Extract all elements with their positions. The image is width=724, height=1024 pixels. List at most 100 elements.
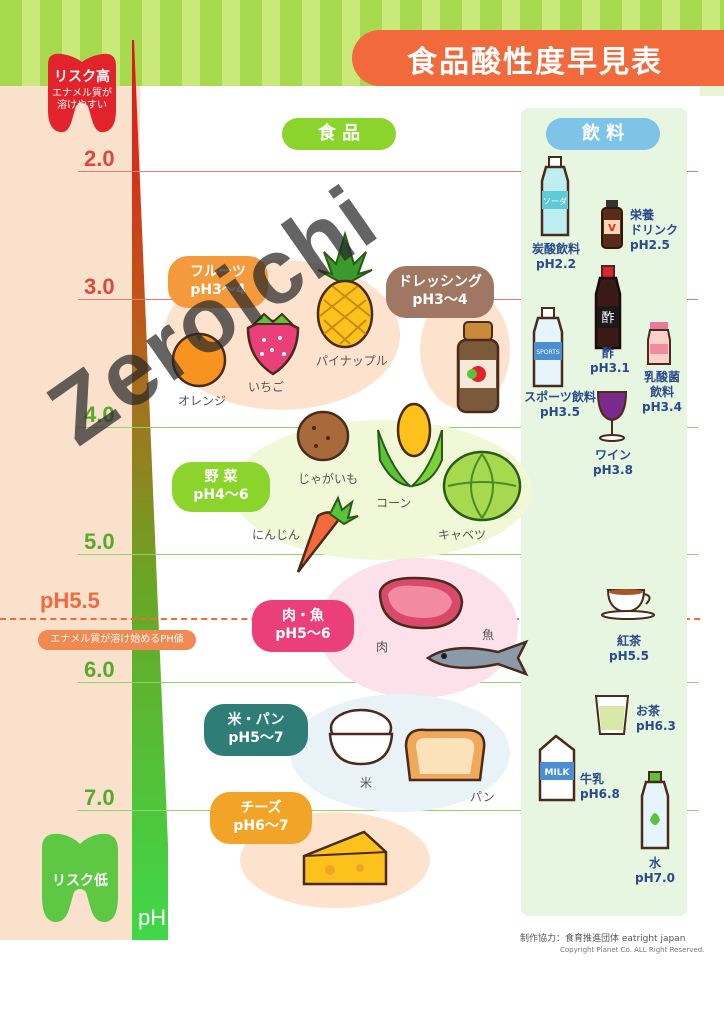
tick-label-4.0: 4.0	[84, 402, 115, 427]
vegetable-group-name: 野 菜	[204, 469, 238, 485]
tick-label-2.0: 2.0	[84, 146, 115, 171]
cheese-group-pill: チーズ pH6〜7	[210, 792, 312, 844]
ph-wedge	[132, 40, 168, 940]
drink-water-name: 水	[648, 856, 661, 870]
tick-label-7.0: 7.0	[84, 785, 115, 810]
drink-wine-ph: pH3.8	[593, 463, 633, 477]
strawberry-icon	[246, 312, 300, 376]
fruit-group-name: フルーツ	[190, 264, 246, 280]
drink-lactic-name1: 乳酸菌	[643, 370, 680, 384]
meat-label: 肉	[376, 640, 389, 654]
dressing-group-name: ドレッシング	[398, 274, 482, 290]
pineapple-icon	[316, 230, 374, 349]
sports-bottle-text: SPORTS	[536, 349, 560, 356]
strawberry-label: いちご	[248, 380, 285, 394]
drink-water-ph: pH7.0	[635, 871, 675, 885]
corn-icon	[377, 402, 443, 488]
corn-label: コーン	[376, 496, 412, 510]
orange-label: オレンジ	[178, 394, 227, 408]
bread-icon	[404, 728, 486, 782]
fish-label: 魚	[482, 628, 495, 642]
energy-drink-icon: V	[601, 200, 623, 249]
fruit-group-range: pH3〜4	[190, 282, 246, 298]
drink-soda: 炭酸飲料 pH2.2	[530, 242, 582, 272]
cheese-group-name: チーズ	[240, 800, 282, 816]
drink-lactic-name2: 飲料	[649, 385, 674, 399]
bread-label: パン	[470, 790, 495, 804]
fish-icon	[425, 639, 529, 677]
drink-tea-ph: pH5.5	[609, 649, 649, 663]
ricebread-group-pill: 米・パン pH5〜7	[204, 704, 308, 756]
energy-label-text: V	[608, 223, 616, 234]
drink-greentea-name: お茶	[636, 704, 661, 718]
orange-icon	[171, 332, 227, 388]
rice-bowl-icon	[328, 708, 394, 766]
drink-greentea-ph: pH6.3	[636, 719, 676, 733]
drink-milk-ph: pH6.8	[580, 787, 620, 801]
gridline-2.0	[78, 171, 698, 172]
ph-axis-label: pH	[138, 905, 167, 930]
drink-lactic: 乳酸菌 飲料 pH3.4	[640, 370, 684, 415]
drink-wine-name: ワイン	[594, 448, 631, 462]
drink-lactic-ph: pH3.4	[642, 400, 682, 414]
drink-sports-ph: pH3.5	[540, 405, 580, 419]
meatfish-group-pill: 肉・魚 pH5〜6	[252, 600, 354, 652]
drink-vinegar: 酢 pH3.1	[590, 346, 630, 376]
tooth-low-icon	[42, 833, 118, 922]
meat-icon	[378, 576, 464, 630]
vegetable-group-range: pH4〜6	[193, 487, 249, 503]
risk-high-label: リスク高	[54, 69, 110, 85]
drink-energy-name1: 栄養	[630, 208, 655, 222]
tick-label-6.0: 6.0	[84, 657, 115, 682]
potato-label: じゃがいも	[298, 472, 359, 486]
drink-milk-name: 牛乳	[580, 772, 605, 786]
cheese-icon	[302, 830, 388, 886]
ricebread-group-name: 米・パン	[227, 712, 285, 728]
risk-panel	[0, 86, 140, 940]
potato-icon	[296, 410, 350, 462]
soda-bottle-text: ソーダ	[543, 196, 567, 206]
dressing-bottle-icon	[456, 321, 500, 414]
drink-energy: 栄養 ドリンク pH2.5	[630, 208, 678, 253]
lactic-drink-icon	[647, 322, 671, 365]
sports-bottle-icon: SPORTS	[532, 307, 564, 388]
drink-energy-name2: ドリンク	[630, 223, 679, 237]
threshold-value: pH5.5	[40, 588, 100, 613]
risk-high-sub2: 溶けやすい	[57, 100, 107, 111]
food-section-header: 食 品	[282, 118, 396, 150]
threshold-note: エナメル質が溶け始めるPH値	[38, 630, 196, 650]
meatfish-group-name: 肉・魚	[282, 608, 324, 624]
water-bottle-icon	[640, 771, 670, 850]
carrot-icon	[296, 495, 359, 573]
drink-energy-ph: pH2.5	[630, 238, 670, 252]
drink-tea-name: 紅茶	[616, 634, 641, 648]
soda-bottle-icon: ソーダ	[540, 156, 570, 237]
footer-copyright: Copyright Planet Co. ALL Right Reserved.	[560, 946, 705, 954]
vinegar-bottle-text: 酢	[601, 311, 614, 326]
risk-high-sub1: エナメル質が	[52, 88, 112, 99]
meatfish-group-range: pH5〜6	[275, 626, 331, 642]
risk-low-label: リスク低	[52, 873, 108, 889]
drink-vinegar-ph: pH3.1	[590, 361, 630, 375]
vegetable-group-pill: 野 菜 pH4〜6	[172, 462, 270, 512]
milk-carton-text: MILK	[544, 768, 570, 778]
drink-greentea: お茶 pH6.3	[636, 704, 676, 734]
cabbage-icon	[442, 450, 522, 522]
tick-label-5.0: 5.0	[84, 529, 115, 554]
dressing-group-range: pH3〜4	[412, 292, 468, 308]
drink-water: 水 pH7.0	[630, 856, 680, 886]
green-tea-icon	[594, 695, 630, 735]
drink-sports: スポーツ飲料 pH3.5	[522, 390, 598, 420]
drink-vinegar-name: 酢	[601, 346, 614, 360]
milk-carton-icon: MILK	[538, 734, 576, 802]
drink-soda-name: 炭酸飲料	[531, 242, 580, 256]
title-band	[352, 30, 724, 86]
cheese-group-range: pH6〜7	[233, 818, 289, 834]
teacup-icon	[601, 589, 655, 620]
cabbage-label: キャベツ	[438, 528, 487, 542]
rice-label: 米	[360, 776, 373, 790]
dressing-group-pill: ドレッシング pH3〜4	[386, 266, 494, 318]
drink-soda-ph: pH2.2	[536, 257, 576, 271]
vinegar-bottle-icon: 酢	[594, 265, 622, 350]
drink-tea: 紅茶 pH5.5	[604, 634, 654, 664]
